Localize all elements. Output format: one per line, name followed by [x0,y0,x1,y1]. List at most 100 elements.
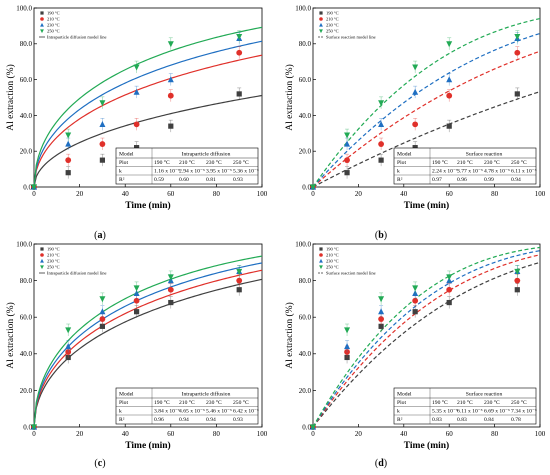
data-point [236,49,243,56]
table-cell: 5.35 x 10⁻³ [432,409,458,415]
table-title: Intraparticle diffusion [182,151,231,158]
x-tick-label: 80 [213,430,221,438]
data-point [446,286,453,293]
data-point [344,170,350,176]
x-tick-label: 60 [167,430,175,438]
table-cell: k [397,409,400,415]
legend-item: 230 °C [319,259,339,264]
table-cell: Plot [397,400,406,406]
model-curve-250C [312,246,541,428]
data-point [65,170,71,176]
table-cell: 0.59 [154,177,164,183]
table-cell: 190 °C [432,159,448,166]
table-cell: 190 °C [154,399,170,406]
table-cell: 0.84 [484,417,494,423]
x-tick-label: 100 [535,190,546,198]
model-curve-230C [33,40,263,188]
table-cell: R² [397,417,403,423]
legend-marker [319,29,323,34]
y-tick-label: 40.0 [20,350,33,358]
table-cell: 0.94 [179,417,189,423]
table-cell: 6.69 x 10⁻³ [484,409,510,415]
data-point [514,91,520,97]
table-cell: 250 °C [511,399,527,406]
model-curve-190C [33,278,263,428]
table-cell: 0.93 [233,417,243,423]
y-tick-label: 60.0 [20,76,33,84]
legend-label: 230 °C [326,259,339,264]
legend-label: 250 °C [326,29,339,34]
y-tick-label: 20.0 [20,387,33,395]
table-cell: 7.34 x 10⁻³ [511,409,537,415]
x-tick-label: 20 [355,430,363,438]
model-curve-230C [33,262,263,428]
data-point [65,132,72,139]
data-point [236,277,243,284]
table-cell: 190 °C [154,159,170,166]
plot-frame [312,7,541,188]
legend-item: 210 °C [319,17,339,22]
data-point [65,343,72,350]
table-cell: 230 °C [206,399,222,406]
legend-item: 230 °C [40,23,60,28]
table-title: Surface reaction [466,151,503,158]
legend-marker [40,247,44,251]
y-tick-label: 20.0 [20,148,33,156]
data-point [378,316,384,322]
legend-label: 230 °C [47,23,60,28]
x-tick-label: 60 [167,190,175,198]
data-point [99,323,105,329]
legend-item: 210 °C [319,253,339,258]
table-cell: 0.96 [457,177,467,183]
legend-item: 210 °C [40,253,60,258]
x-tick-label: 80 [213,190,221,198]
table-cell: 3.84 x 10⁻³ [154,409,180,415]
x-tick-label: 20 [355,190,363,198]
data-point [412,285,419,292]
table-frame [393,387,537,425]
legend-label: 230 °C [326,23,339,28]
data-point [412,145,418,151]
data-point [133,285,140,292]
table-cell: k [119,409,122,415]
table-cell: Plot [119,160,128,166]
data-point [412,297,419,304]
data-point [133,297,140,304]
data-point [412,64,419,71]
data-point [344,140,351,147]
data-point [514,277,521,284]
plot-frame [33,243,263,428]
table-cell: k [397,169,400,175]
x-tick-label: 60 [446,190,454,198]
table-cell: 230 °C [484,399,500,406]
y-tick-label: 80.0 [299,40,312,48]
data-point [514,287,520,293]
model-curve-190C [312,91,541,188]
data-point [134,145,140,151]
y-tick-label: 80.0 [299,277,312,285]
panel-label: (a) [94,230,106,241]
data-point [344,132,351,139]
legend-label: 250 °C [326,265,339,270]
y-tick-label: 40.0 [299,112,312,120]
panel-label: (b) [375,230,387,241]
table-cell: R² [119,177,125,183]
legend-label: 190 °C [47,247,60,252]
data-point [168,123,174,129]
legend-marker [319,258,323,263]
plot-frame [312,243,541,428]
legend-marker [40,29,44,34]
data-point [133,64,140,71]
data-point [378,141,384,147]
data-point [133,121,140,128]
legend-item: 190 °C [40,11,60,16]
legend-label: 190 °C [326,247,339,252]
legend-item: 230 °C [319,23,339,28]
data-point [167,41,174,48]
y-axis-label: Al extraction (%) [5,64,16,130]
legend-item: 190 °C [40,247,60,252]
model-curve-210C [33,54,263,188]
data-point [99,100,106,107]
parameter-table: Intraparticle diffusion Model Plot 190 °C 21… [115,147,259,185]
